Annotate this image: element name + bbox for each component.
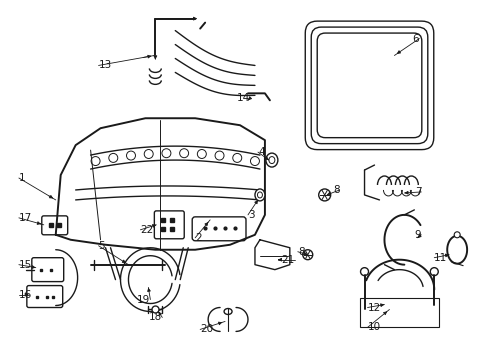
Ellipse shape — [254, 189, 264, 201]
Ellipse shape — [429, 268, 437, 276]
Polygon shape — [254, 240, 289, 270]
Bar — [359, 298, 438, 328]
Text: 10: 10 — [367, 323, 380, 332]
Text: 15: 15 — [19, 260, 32, 270]
Text: 9: 9 — [414, 230, 421, 240]
Text: 6: 6 — [412, 33, 419, 44]
Text: 18: 18 — [149, 312, 162, 323]
Ellipse shape — [302, 250, 312, 260]
Text: 22: 22 — [140, 225, 153, 235]
Text: 4: 4 — [258, 147, 264, 157]
Polygon shape — [56, 118, 264, 250]
Text: 21: 21 — [281, 255, 294, 265]
Text: 2: 2 — [195, 233, 202, 243]
Text: 12: 12 — [367, 302, 380, 312]
Ellipse shape — [360, 268, 368, 276]
Text: 16: 16 — [19, 289, 32, 300]
Ellipse shape — [318, 189, 330, 201]
Text: 17: 17 — [19, 213, 32, 223]
Text: 11: 11 — [433, 253, 447, 263]
Text: 3: 3 — [247, 210, 254, 220]
Text: 14: 14 — [236, 93, 249, 103]
Text: 7: 7 — [414, 187, 421, 197]
Text: 5: 5 — [99, 241, 105, 251]
Text: 13: 13 — [99, 60, 112, 71]
Text: 20: 20 — [200, 324, 213, 334]
Text: 8: 8 — [332, 185, 339, 195]
Text: 19: 19 — [137, 294, 150, 305]
Text: 1: 1 — [19, 173, 25, 183]
Text: 8: 8 — [297, 247, 304, 257]
